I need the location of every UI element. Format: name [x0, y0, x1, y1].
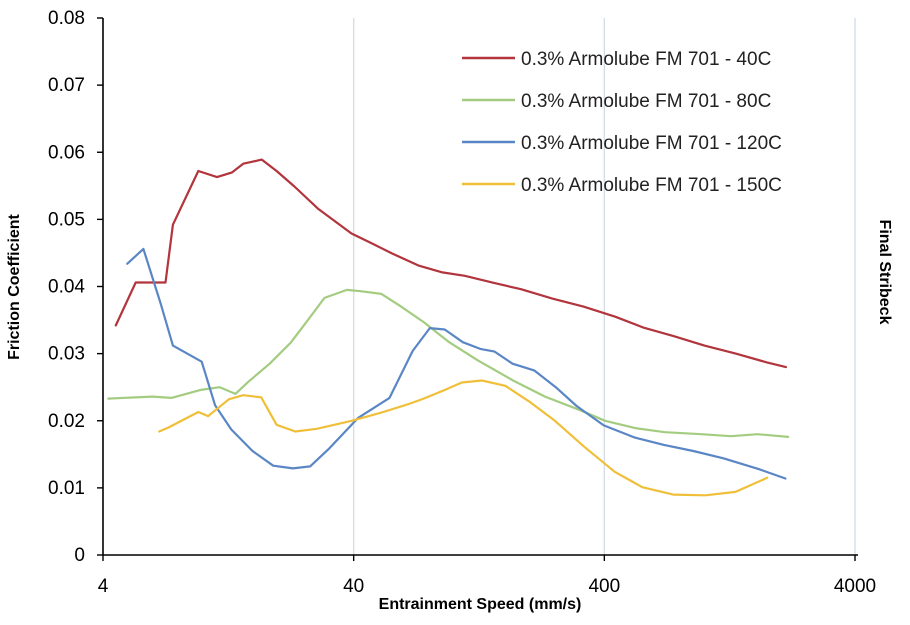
- legend: 0.3% Armolube FM 701 - 40C 0.3% Armolube …: [462, 49, 782, 196]
- x-tick-label: 400: [588, 576, 620, 597]
- x-tick-label: 4: [98, 576, 109, 597]
- y-tick-label: 0.02: [48, 411, 85, 432]
- y-tick-label: 0.04: [48, 277, 85, 298]
- x-tick-label: 4000: [834, 576, 876, 597]
- legend-label-1: 0.3% Armolube FM 701 - 40C: [521, 49, 771, 70]
- y-tick-label: 0.08: [48, 8, 85, 29]
- y-tick-label: 0.06: [48, 142, 85, 163]
- series-line-4: [158, 379, 769, 497]
- y-tick-label: 0.07: [48, 75, 85, 96]
- y-axis-title: Friction Coefficient: [6, 213, 23, 359]
- series-line-2: [107, 288, 790, 438]
- legend-label-2: 0.3% Armolube FM 701 - 80C: [521, 91, 771, 112]
- y-tick-label: 0: [74, 545, 85, 566]
- y-tick-label: 0.05: [48, 209, 85, 230]
- x-axis-title: Entrainment Speed (mm/s): [379, 596, 582, 613]
- right-side-label: Final Stribeck: [876, 220, 893, 325]
- series-line-3: [126, 247, 787, 480]
- x-tick-label: 40: [343, 576, 364, 597]
- legend-label-3: 0.3% Armolube FM 701 - 120C: [521, 133, 782, 154]
- plot-series: [107, 158, 790, 497]
- y-tick-label: 0.03: [48, 344, 85, 365]
- legend-label-4: 0.3% Armolube FM 701 - 150C: [521, 175, 782, 196]
- series-line-1: [114, 158, 788, 369]
- gridlines: [353, 18, 856, 555]
- y-tick-label: 0.01: [48, 478, 85, 499]
- tick-labels: 0 0.01 0.02 0.03 0.04 0.05 0.06 0.07 0.08 4 40 400 4…: [48, 8, 876, 597]
